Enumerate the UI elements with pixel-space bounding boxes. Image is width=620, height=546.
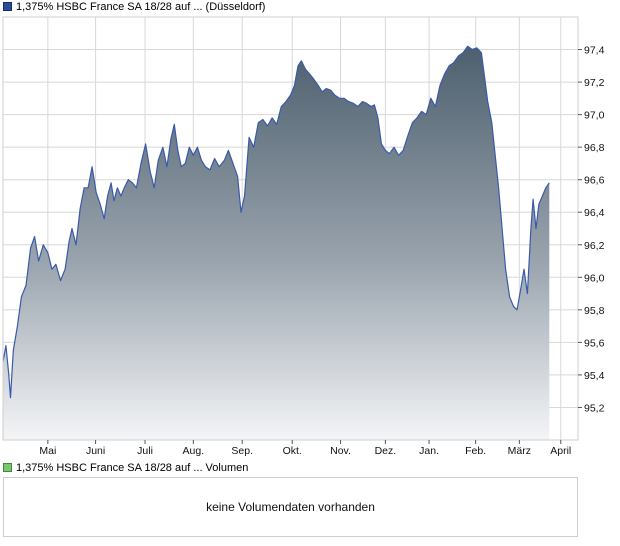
y-tick-label: 97,2 xyxy=(584,77,605,89)
x-tick-label: Aug. xyxy=(183,445,205,457)
y-tick-label: 96,4 xyxy=(584,207,605,219)
x-tick-label: Feb. xyxy=(465,445,486,457)
price-legend-label: 1,375% HSBC France SA 18/28 auf ... (Düs… xyxy=(16,1,266,13)
x-tick-label: Jan. xyxy=(419,445,439,457)
y-tick-label: 96,2 xyxy=(584,240,605,252)
x-tick-label: Sep. xyxy=(231,445,253,457)
x-tick-label: Juni xyxy=(86,445,105,457)
y-tick-label: 95,8 xyxy=(584,305,605,317)
y-axis: 97,4 97,2 97,0 96,8 96,6 96,4 96,2 96,0 95,8 95,6… xyxy=(578,45,605,414)
x-tick-label: April xyxy=(550,445,571,457)
x-tick-label: Dez. xyxy=(375,445,397,457)
volume-panel: keine Volumendaten vorhanden xyxy=(3,477,578,537)
price-legend-swatch xyxy=(3,2,12,11)
y-tick-label: 95,2 xyxy=(584,402,605,414)
y-tick-label: 97,0 xyxy=(584,110,605,122)
y-tick-label: 96,0 xyxy=(584,272,605,284)
y-tick-label: 97,4 xyxy=(584,45,605,57)
volume-legend-label: 1,375% HSBC France SA 18/28 auf ... Volu… xyxy=(16,462,249,474)
y-tick-label: 95,6 xyxy=(584,337,605,349)
x-tick-label: Nov. xyxy=(330,445,351,457)
price-line xyxy=(3,45,550,399)
volume-legend-swatch xyxy=(3,463,12,472)
y-tick-label: 96,8 xyxy=(584,142,605,154)
no-volume-message: keine Volumendaten vorhanden xyxy=(206,500,375,514)
x-axis: Mai Juni Juli Aug. Sep. Okt. Nov. Dez. Jan. Feb. M… xyxy=(39,440,571,457)
plot-border xyxy=(2,16,579,441)
x-tick-label: Mai xyxy=(39,445,56,457)
price-legend: 1,375% HSBC France SA 18/28 auf ... (Düs… xyxy=(3,1,265,14)
price-area xyxy=(3,46,550,440)
volume-legend: 1,375% HSBC France SA 18/28 auf ... Volu… xyxy=(3,462,248,475)
y-tick-label: 95,4 xyxy=(584,370,605,382)
x-tick-label: März xyxy=(508,445,531,457)
x-tick-label: Okt. xyxy=(283,445,302,457)
x-tick-label: Juli xyxy=(137,445,153,457)
y-tick-label: 96,6 xyxy=(584,175,605,187)
